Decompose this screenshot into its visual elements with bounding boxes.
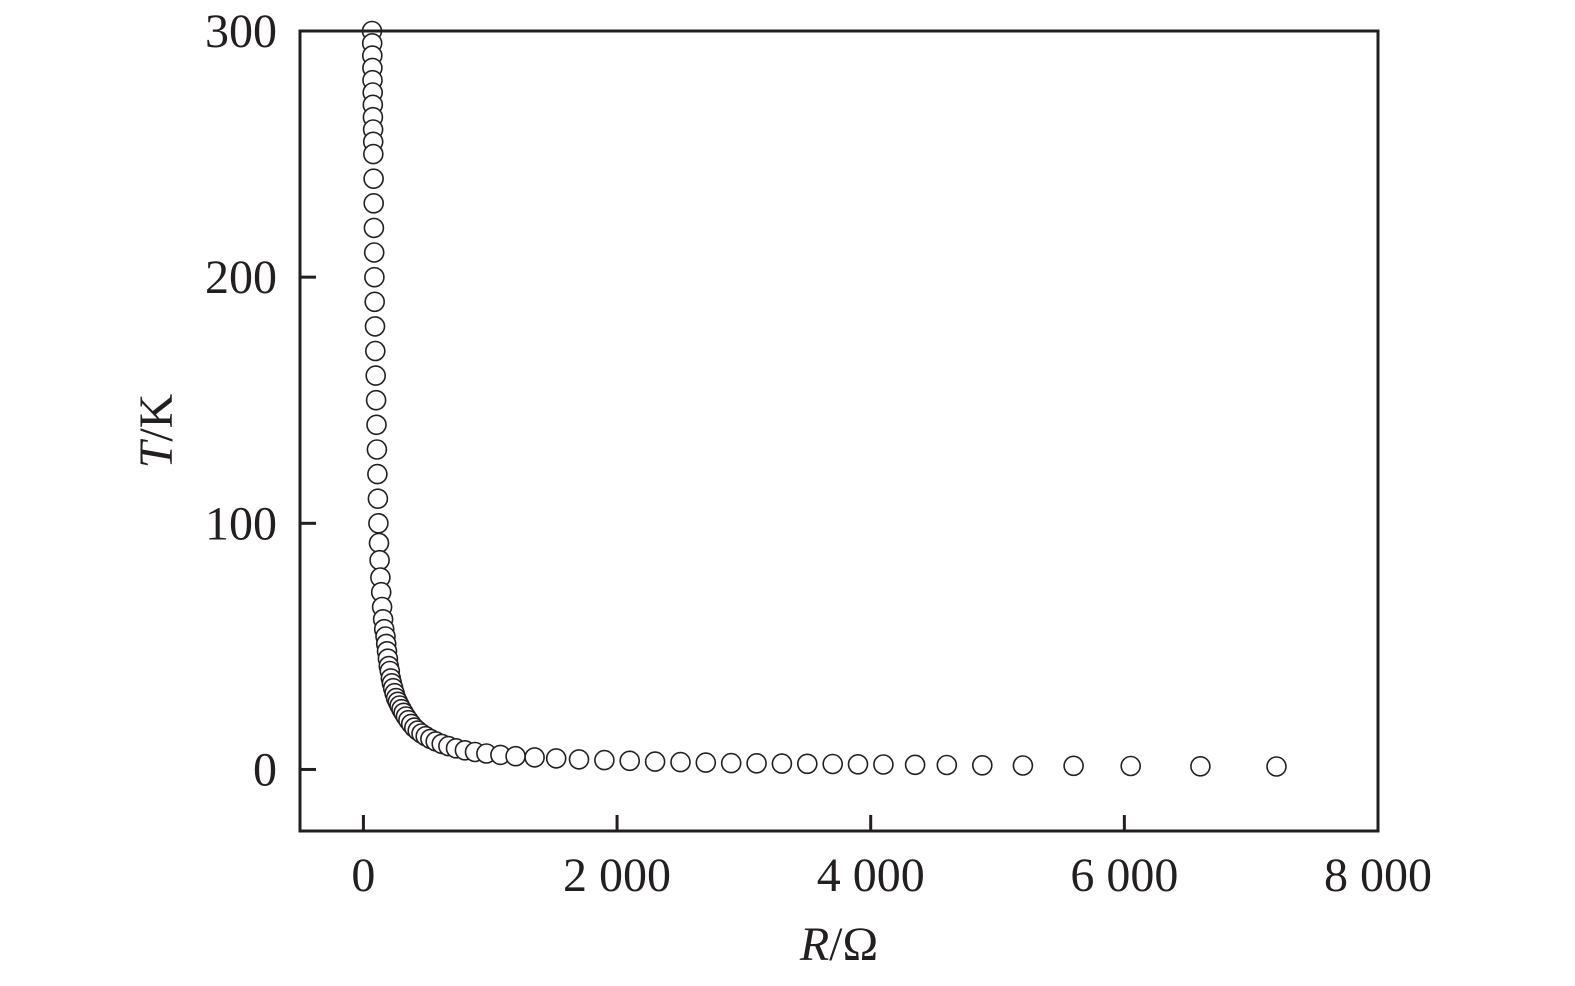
tick-labels: 0 2 000 4 000 6 000 8 000 0 100 200 300 [205,5,1432,902]
data-point [363,217,385,239]
data-point [720,752,742,774]
y-tick-label: 0 [253,743,277,796]
data-point [366,439,388,460]
data-point [367,488,389,510]
data-point [971,754,993,776]
data-point [796,753,818,775]
data-point [822,753,844,775]
data-point [644,751,666,772]
y-tick-label: 200 [205,251,277,304]
data-point [568,749,590,770]
data-point [545,748,567,769]
data-point [1190,755,1211,777]
x-tick-label: 6 000 [1070,849,1178,902]
data-point [364,340,386,362]
data-point [695,752,717,773]
x-axis-unit: /Ω [829,918,878,971]
y-axis-label: T/K [130,393,183,468]
data-point [363,242,385,263]
data-point [369,549,390,571]
y-axis-unit: /K [130,393,183,441]
data-point [1063,755,1084,777]
data-point [368,532,390,554]
axis-ticks [300,29,1380,831]
x-tick-label: 2 000 [563,849,671,902]
data-point [362,143,384,165]
x-tick-label: 8 000 [1324,849,1432,902]
y-tick-label: 300 [205,5,277,58]
data-point [1266,756,1287,777]
y-tick-label: 100 [205,497,277,550]
data-point [363,193,385,214]
x-axis-variable: R [799,918,829,971]
data-point [746,752,767,774]
data-point [594,749,615,771]
data-point [771,753,793,774]
data-points [361,20,1287,777]
data-point [619,750,641,772]
data-point [936,754,958,776]
data-point [368,512,389,534]
data-point [365,389,387,411]
data-point [367,463,388,485]
x-tick-label: 4 000 [817,849,925,902]
data-point [873,754,894,775]
data-point [505,745,526,767]
y-axis-variable: T [130,438,183,468]
data-point [1012,755,1034,776]
data-point [363,168,384,189]
plot-frame [298,29,1380,833]
data-point [364,316,386,337]
x-axis-label: R/Ω [799,918,878,971]
data-point [524,747,545,768]
x-tick-label: 0 [351,849,375,902]
data-point [364,266,385,288]
data-point [670,751,691,773]
data-point [365,365,387,386]
data-point [904,754,926,776]
data-point [364,291,386,313]
data-point [366,414,387,436]
data-point [847,753,869,775]
data-point [1120,755,1141,777]
